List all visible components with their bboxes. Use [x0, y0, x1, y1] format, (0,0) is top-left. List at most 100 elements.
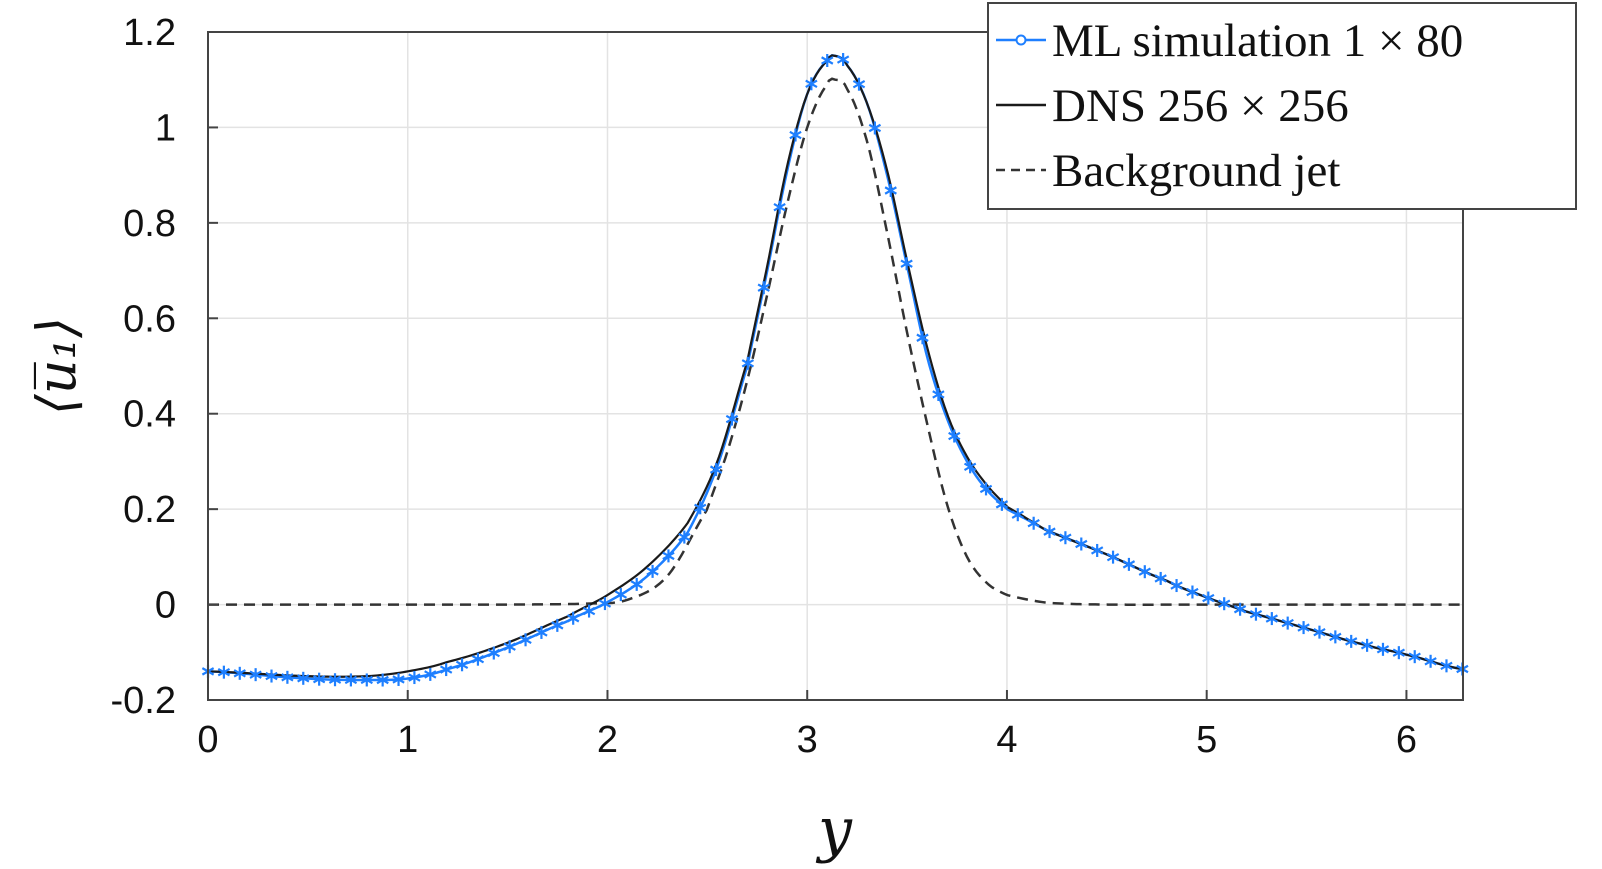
- ml-marker-stroke: [1313, 627, 1326, 637]
- series-ml-point: [535, 625, 548, 639]
- series-ml-point: [424, 667, 437, 681]
- y-tick-label: 1: [155, 107, 176, 149]
- series-ml-point: [1249, 607, 1263, 621]
- legend-label-background: Background jet: [1052, 145, 1340, 197]
- series-ml-point: [932, 387, 945, 401]
- series-ml-point: [1090, 543, 1104, 557]
- ml-marker-stroke: [1376, 645, 1390, 654]
- series-ml-point: [963, 460, 977, 474]
- series-ml-point: [1265, 612, 1279, 626]
- ml-marker-stroke: [439, 665, 453, 674]
- ml-marker-stroke: [519, 635, 532, 644]
- ml-marker-stroke: [979, 484, 993, 494]
- y-tick-label: 0.8: [123, 203, 176, 245]
- series-ml-point: [694, 501, 707, 515]
- series-ml-point: [408, 671, 421, 685]
- series-ml-point: [821, 54, 834, 68]
- ml-marker-stroke: [471, 654, 485, 664]
- series-ml-point: [312, 672, 326, 686]
- y-axis-label: ⟨u̅₁⟩: [25, 317, 88, 416]
- series-ml-point: [852, 77, 866, 91]
- series-ml-point: [265, 669, 278, 683]
- ml-marker-stroke: [932, 390, 945, 399]
- series-ml-point: [868, 121, 882, 135]
- ml-marker-stroke: [567, 614, 580, 623]
- series-ml-point: [1186, 585, 1199, 599]
- ml-marker-stroke: [1186, 587, 1199, 597]
- x-tick-label: 3: [797, 719, 818, 761]
- legend-entry-dns: DNS 256 × 256: [996, 80, 1349, 132]
- legend-box: [987, 2, 1577, 210]
- ml-marker-stroke: [805, 79, 818, 89]
- series-ml-point: [1106, 550, 1120, 564]
- ml-marker-stroke: [1329, 632, 1342, 642]
- ml-marker-stroke: [233, 669, 246, 678]
- ml-marker-stroke: [217, 667, 231, 677]
- ml-marker-stroke: [1170, 581, 1183, 590]
- ml-marker-stroke: [360, 675, 373, 685]
- series-ml-point: [979, 482, 993, 496]
- ml-marker-stroke: [376, 675, 389, 685]
- series-ml-point: [646, 564, 659, 578]
- series-ml-point: [487, 646, 500, 660]
- series-ml-point: [1154, 571, 1167, 585]
- series-ml-point: [614, 588, 628, 602]
- ml-marker-stroke: [1122, 560, 1136, 569]
- legend: ML simulation 1 × 80 DNS 256 × 256 Backg…: [987, 2, 1577, 210]
- ml-marker-stroke: [852, 80, 866, 89]
- x-tick-label: 6: [1396, 719, 1417, 761]
- series-ml-point: [233, 666, 246, 680]
- ml-marker-stroke: [1345, 637, 1358, 646]
- series-ml-point: [392, 672, 405, 686]
- series-ml-point: [1043, 525, 1056, 539]
- ml-marker-stroke: [1027, 519, 1040, 528]
- legend-entry-background: Background jet: [996, 145, 1340, 197]
- ml-marker-stroke: [1265, 614, 1279, 623]
- ml-marker-stroke: [265, 671, 278, 681]
- series-ml-point: [1138, 565, 1151, 579]
- series-ml-point: [1011, 508, 1024, 522]
- series-ml-point: [598, 597, 612, 611]
- series-ml-point: [1360, 638, 1374, 652]
- ml-marker-stroke: [1106, 552, 1120, 562]
- legend-swatch-ml-marker: [1015, 34, 1027, 46]
- series-ml-point: [948, 429, 961, 443]
- ml-marker-stroke: [1218, 599, 1231, 608]
- ml-marker-stroke: [884, 186, 897, 195]
- plot-frame: [207, 31, 1464, 701]
- series-ml-point: [1281, 616, 1294, 630]
- ml-marker-stroke: [614, 590, 628, 599]
- ml-marker-stroke: [1138, 567, 1151, 576]
- series-ml-point: [297, 671, 310, 685]
- ml-marker-stroke: [392, 675, 405, 684]
- series-ml-point: [582, 604, 596, 618]
- ml-marker-stroke: [598, 599, 612, 608]
- y-tick-label: -0.2: [111, 680, 176, 722]
- series-ml-point: [471, 652, 485, 666]
- series-ml-point: [789, 128, 802, 142]
- ml-marker-stroke: [694, 503, 707, 512]
- series-ml-point: [567, 611, 580, 625]
- ml-marker-stroke: [1011, 510, 1024, 519]
- series-ml-point: [249, 668, 262, 682]
- series-ml-point: [757, 281, 770, 295]
- ml-marker-stroke: [1392, 648, 1406, 657]
- series-ml-point: [1329, 630, 1342, 644]
- ml-marker-stroke: [868, 123, 882, 133]
- ml-marker-stroke: [408, 673, 421, 682]
- x-tick-label: 1: [397, 719, 418, 761]
- series-ml-point: [1218, 597, 1231, 611]
- ml-marker-stroke: [995, 500, 1009, 509]
- ml-marker-stroke: [948, 431, 961, 441]
- ml-marker-stroke: [916, 333, 929, 342]
- ml-marker-stroke: [455, 660, 469, 669]
- series-ml-point: [360, 673, 373, 687]
- series-ml-point: [519, 633, 532, 647]
- series-ml-point: [328, 673, 342, 687]
- series-ml-point: [1059, 531, 1072, 545]
- series-ml-point: [1122, 557, 1136, 571]
- series-ml-point: [376, 673, 389, 687]
- ml-marker-stroke: [741, 359, 755, 368]
- series-ml-point: [281, 670, 294, 684]
- legend-entry-ml: ML simulation 1 × 80: [996, 15, 1463, 67]
